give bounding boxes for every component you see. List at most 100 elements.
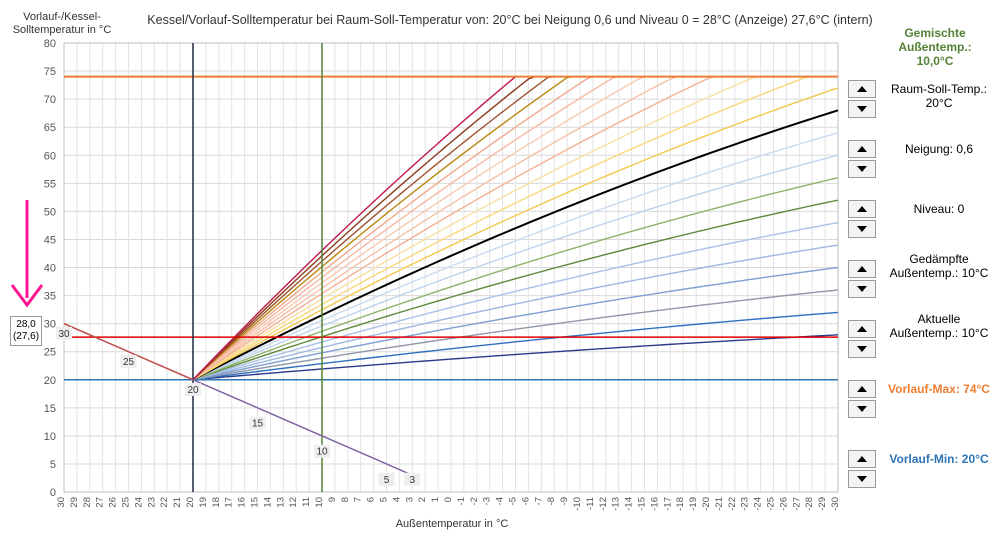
x-tick-label: -1	[456, 497, 467, 505]
diagonal-label: 25	[123, 357, 135, 368]
x-tick-label: -15	[637, 497, 648, 511]
y-tick-label: 65	[44, 122, 56, 134]
x-tick-label: 21	[172, 497, 183, 508]
x-tick-label: -7	[533, 497, 544, 505]
panel-label-3: Gedämpfte Außentemp.: 10°C	[889, 252, 989, 280]
panel-label-2: Niveau: 0	[913, 202, 965, 216]
y-tick-label: 20	[44, 375, 56, 387]
decrease-button[interactable]	[848, 400, 876, 418]
x-tick-label: -30	[830, 497, 841, 511]
x-tick-label: 15	[250, 497, 261, 508]
x-tick-label: 23	[146, 497, 157, 508]
y-axis-label-line2: Solltemperatur in °C	[13, 24, 112, 36]
callout-display-value: 28,0	[16, 319, 36, 330]
x-tick-label: 16	[237, 497, 248, 508]
arrow-up-icon	[857, 456, 867, 462]
x-tick-label: 25	[121, 497, 132, 508]
x-tick-label: 12	[288, 497, 299, 508]
heating-curve-line	[192, 334, 839, 381]
panel-label-0: Raum-Soll-Temp.: 20°C	[890, 82, 988, 110]
decrease-button[interactable]	[848, 100, 876, 118]
x-tick-label: 7	[353, 497, 364, 502]
heating-curve-line	[192, 75, 813, 381]
spinner-0	[848, 80, 878, 120]
reference-lines: 30 25 20 15 10 5 3	[56, 43, 838, 492]
arrow-down-icon	[857, 346, 867, 352]
panel-label-4: Aktuelle Außentemp.: 10°C	[889, 312, 989, 340]
decrease-button[interactable]	[848, 160, 876, 178]
heating-curve-line	[192, 75, 716, 381]
diagonal-label-box	[120, 354, 137, 368]
spinner-1	[848, 140, 878, 180]
arrow-down-icon	[857, 166, 867, 172]
y-tick-label: 30	[44, 319, 56, 331]
decrease-button[interactable]	[848, 220, 876, 238]
x-tick-label: 27	[95, 497, 106, 508]
x-tick-label: 1	[430, 497, 441, 502]
x-tick-label: -16	[649, 497, 660, 511]
x-tick-label: -29	[817, 497, 828, 511]
heating-curve-line	[192, 244, 839, 381]
x-tick-label: -27	[791, 497, 802, 511]
heating-curve-line	[192, 221, 839, 381]
diagonal-label-box	[404, 472, 421, 486]
x-tick-label: -12	[598, 497, 609, 511]
decrease-button[interactable]	[848, 340, 876, 358]
x-tick-label: -3	[482, 497, 493, 505]
panel-label-6: Vorlauf-Min: 20°C	[889, 452, 989, 466]
heating-curve-line	[192, 132, 839, 381]
heating-curve-line	[192, 76, 536, 381]
x-tick-label: 8	[340, 497, 351, 502]
x-tick-label: 20	[185, 497, 196, 508]
decrease-button[interactable]	[848, 470, 876, 488]
x-tick-label: -17	[662, 497, 673, 511]
arrow-up-icon	[857, 386, 867, 392]
decrease-button[interactable]	[848, 280, 876, 298]
x-tick-label: 5	[379, 497, 390, 502]
x-tick-label: 26	[108, 497, 119, 508]
diagonal-label-box	[314, 444, 330, 458]
heating-curve-line	[192, 289, 839, 381]
arrow-up-icon	[857, 206, 867, 212]
x-tick-label: 13	[275, 497, 286, 508]
heating-curve-line	[192, 109, 839, 381]
increase-button[interactable]	[848, 450, 876, 468]
heating-curve-line	[192, 75, 574, 381]
x-axis-label: Außentemperatur in °C	[396, 518, 509, 530]
spinner-4	[848, 320, 878, 360]
increase-button[interactable]	[848, 260, 876, 278]
diagonal-label-box	[249, 416, 266, 430]
x-tick-label: 10	[314, 497, 325, 508]
y-tick-label: 15	[44, 403, 56, 415]
increase-button[interactable]	[848, 80, 876, 98]
pink-arrow-icon	[10, 200, 44, 308]
heating-curve-line	[192, 76, 645, 381]
y-tick-label: 55	[44, 178, 56, 190]
y-tick-label: 60	[44, 150, 56, 162]
increase-button[interactable]	[848, 140, 876, 158]
heating-curve-line	[192, 75, 555, 381]
x-tick-label: -23	[740, 497, 751, 511]
control-panel: Raum-Soll-Temp.: 20°C Neigung: 0,6 Niveau:…	[848, 80, 998, 540]
x-tick-label: -5	[508, 497, 519, 505]
diagonal-label-box	[56, 326, 72, 340]
callout-internal-value: (27,6)	[12, 331, 40, 342]
heating-curve-line	[192, 75, 619, 381]
increase-button[interactable]	[848, 380, 876, 398]
x-tick-label: -18	[675, 497, 686, 511]
increase-button[interactable]	[848, 200, 876, 218]
arrow-down-icon	[857, 226, 867, 232]
panel-label-1: Neigung: 0,6	[904, 142, 974, 156]
x-tick-label: 9	[327, 497, 338, 502]
x-tick-label: -8	[546, 497, 557, 505]
spinner-5	[848, 380, 878, 420]
y-tick-label: 40	[44, 263, 56, 275]
x-tick-label: -2	[469, 497, 480, 505]
x-tick-label: -24	[753, 497, 764, 511]
chart-title: Kessel/Vorlauf-Solltemperatur bei Raum-S…	[147, 13, 872, 27]
x-tick-label: -26	[778, 497, 789, 511]
x-tick-label: -10	[572, 497, 583, 511]
y-tick-label: 10	[44, 431, 56, 443]
increase-button[interactable]	[848, 320, 876, 338]
